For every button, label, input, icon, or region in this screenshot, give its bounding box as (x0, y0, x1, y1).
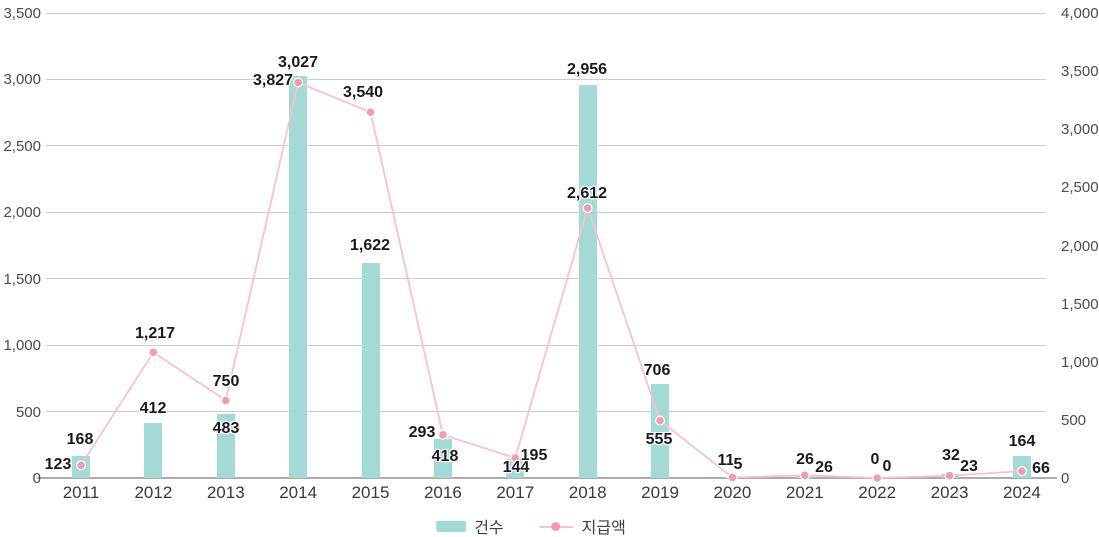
x-axis-label-2013: 2013 (206, 483, 245, 502)
line-value-label-2021: 26 (815, 459, 833, 476)
line-point-2022[interactable] (872, 473, 883, 484)
x-axis-label-2022: 2022 (858, 483, 897, 502)
left-axis-tick: 2,500 (3, 137, 41, 155)
bar-value-label-2011: 168 (66, 431, 94, 448)
line-swatch-icon (539, 521, 574, 532)
gridline (46, 78, 1046, 80)
bar-swatch-icon (436, 520, 467, 532)
legend-label-line: 지급액 (581, 520, 626, 537)
gridline (46, 211, 1046, 213)
x-axis-label-2015: 2015 (351, 483, 390, 502)
line-point-icon (551, 521, 561, 531)
left-axis-tick: 1,000 (3, 337, 41, 355)
line-value-label-2012: 1,217 (134, 325, 176, 342)
gridline (46, 145, 1046, 147)
left-axis-tick: 3,000 (3, 71, 41, 89)
right-axis-tick: 4,000 (1061, 5, 1099, 22)
left-axis-tick: 1,500 (3, 270, 41, 288)
bar-value-label-2020: 11 (717, 452, 735, 469)
bar-2014[interactable] (289, 75, 308, 478)
bar-value-label-2018: 2,956 (566, 61, 608, 78)
bar-2017[interactable] (506, 458, 525, 478)
line-point-2023[interactable] (944, 470, 955, 481)
legend: 건수 지급액 (436, 514, 626, 537)
line-value-label-2013: 750 (212, 373, 240, 390)
left-axis-tick: 500 (15, 403, 41, 421)
bar-value-label-2013: 483 (212, 420, 240, 437)
bar-value-label-2014: 3,027 (277, 54, 319, 71)
line-point-2012[interactable] (148, 347, 159, 358)
line-value-label-2024: 66 (1032, 460, 1050, 477)
x-axis-label-2012: 2012 (134, 483, 173, 502)
bar-value-label-2017: 144 (502, 459, 530, 476)
right-axis-tick: 2,500 (1061, 179, 1099, 197)
right-axis-tick: 3,000 (1061, 121, 1099, 139)
bar-value-label-2022: 0 (870, 451, 880, 468)
line-point-2017[interactable] (510, 452, 521, 463)
line-value-label-2018: 2,612 (566, 185, 608, 202)
line-point-2016[interactable] (437, 429, 448, 440)
gridline (46, 344, 1046, 346)
x-axis-label-2023: 2023 (930, 483, 969, 502)
line-point-2019[interactable] (655, 415, 666, 426)
x-axis-line (37, 477, 1057, 479)
x-axis-label-2017: 2017 (496, 483, 535, 502)
line-value-label-2014: 3,827 (252, 72, 294, 89)
line-path (80, 81, 1022, 479)
line-value-label-2017: 195 (520, 447, 548, 464)
line-point-2013[interactable] (220, 395, 231, 406)
x-axis-label-2021: 2021 (785, 483, 824, 502)
bar-2016[interactable] (433, 439, 452, 478)
line-point-2021[interactable] (799, 470, 810, 481)
line-point-2014[interactable] (293, 77, 304, 88)
line-value-label-2016: 418 (431, 448, 459, 465)
bar-value-label-2024: 164 (1008, 433, 1036, 450)
bar-2015[interactable] (361, 262, 380, 478)
bar-value-label-2021: 26 (796, 451, 814, 468)
right-axis-tick: 1,500 (1061, 295, 1099, 313)
right-axis-tick: 0 (1061, 470, 1070, 487)
gridline (46, 411, 1046, 413)
x-axis-label-2018: 2018 (568, 483, 607, 502)
x-axis-label-2019: 2019 (641, 483, 679, 502)
x-axis-label-2020: 2020 (713, 483, 752, 502)
legend-item-bar-series[interactable]: 건수 (436, 514, 504, 537)
line-point-2020[interactable] (727, 472, 738, 483)
bar-value-label-2016: 293 (408, 424, 436, 441)
bar-value-label-2012: 412 (139, 400, 167, 417)
left-axis-tick: 0 (32, 470, 41, 487)
line-value-label-2023: 23 (960, 458, 978, 475)
right-axis-tick: 2,000 (1061, 237, 1099, 255)
legend-item-line-series[interactable]: 지급액 (539, 514, 626, 537)
x-axis-label-2024: 2024 (1003, 483, 1041, 502)
bar-2018[interactable] (578, 85, 597, 478)
line-value-label-2020: 5 (733, 456, 743, 473)
line-value-label-2019: 555 (645, 431, 673, 448)
bar-value-label-2023: 32 (942, 447, 960, 464)
x-axis-label-2014: 2014 (279, 483, 318, 502)
line-point-2011[interactable] (75, 460, 86, 471)
line-value-label-2011: 123 (44, 456, 72, 473)
line-point-2015[interactable] (365, 107, 376, 118)
bar-value-label-2015: 1,622 (349, 237, 391, 254)
x-axis-label-2016: 2016 (423, 483, 462, 502)
bar-value-label-2019: 706 (643, 362, 671, 379)
right-axis-tick: 3,500 (1061, 63, 1099, 81)
gridline (46, 278, 1046, 280)
legend-label-bar: 건수 (474, 520, 504, 537)
bar-2012[interactable] (144, 423, 163, 478)
right-axis-tick: 500 (1061, 411, 1087, 429)
right-axis-tick: 1,000 (1061, 353, 1099, 371)
line-value-label-2015: 3,540 (342, 84, 384, 101)
left-axis-tick: 2,000 (3, 204, 41, 222)
bar-2013[interactable] (216, 413, 235, 478)
gridline (46, 12, 1046, 14)
line-point-2024[interactable] (1016, 466, 1027, 477)
line-point-2018[interactable] (582, 203, 593, 214)
x-axis-label-2011: 2011 (62, 483, 100, 502)
left-axis-tick: 3,500 (3, 5, 41, 22)
line-value-label-2022: 0 (882, 458, 892, 475)
